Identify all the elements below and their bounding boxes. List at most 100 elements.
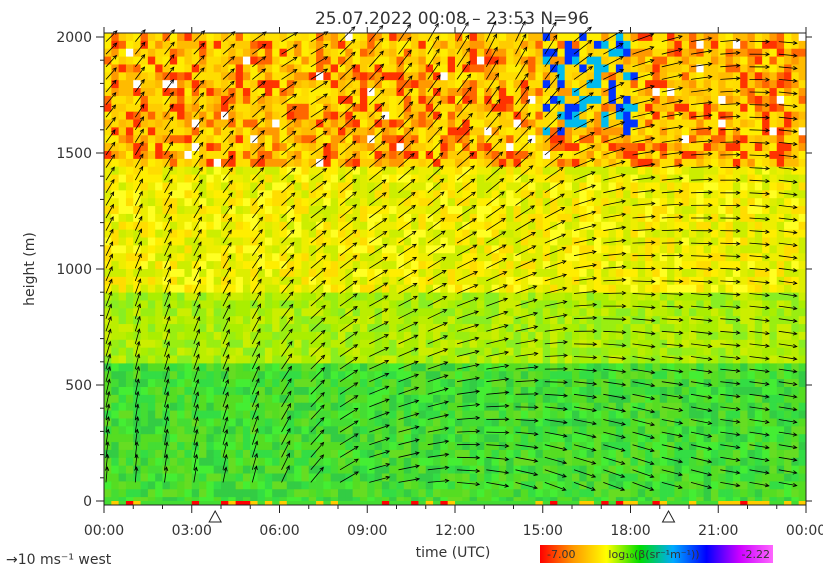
heatmap-cell bbox=[125, 127, 134, 136]
heatmap-cell bbox=[250, 40, 258, 50]
heatmap-cell bbox=[118, 261, 127, 270]
heatmap-cell bbox=[762, 166, 770, 175]
heatmap-cell bbox=[469, 324, 478, 333]
heatmap-cell bbox=[118, 363, 127, 372]
heatmap-cell bbox=[221, 245, 229, 254]
heatmap-cell bbox=[564, 64, 573, 73]
heatmap-cell bbox=[308, 127, 317, 136]
heatmap-cell bbox=[659, 253, 668, 262]
heatmap-cell bbox=[184, 402, 193, 411]
heatmap-cell bbox=[791, 308, 800, 317]
heatmap-cell bbox=[747, 229, 756, 238]
heatmap-cell bbox=[455, 347, 463, 356]
heatmap-cell bbox=[118, 300, 127, 309]
heatmap-cell bbox=[125, 339, 134, 349]
heatmap-cell bbox=[199, 276, 207, 286]
heatmap-cell bbox=[776, 237, 785, 246]
heatmap-cell bbox=[615, 33, 624, 42]
heatmap-cell bbox=[286, 198, 295, 207]
heatmap-cell bbox=[111, 33, 120, 42]
heatmap-cell bbox=[535, 410, 544, 419]
heatmap-cell bbox=[411, 103, 419, 113]
heatmap-cell bbox=[286, 347, 295, 356]
heatmap-cell bbox=[791, 363, 800, 372]
heatmap-cell bbox=[447, 213, 456, 223]
heatmap-cell bbox=[659, 182, 668, 191]
heatmap-cell bbox=[155, 245, 163, 254]
heatmap-cell bbox=[323, 127, 332, 136]
heatmap-cell bbox=[491, 206, 500, 215]
heatmap-cell bbox=[301, 213, 310, 223]
heatmap-cell bbox=[279, 88, 288, 97]
heatmap-cell bbox=[579, 284, 588, 293]
heatmap-cell bbox=[674, 371, 683, 380]
heatmap-cell bbox=[140, 426, 149, 435]
heatmap-cell bbox=[301, 300, 310, 309]
heatmap-cell bbox=[637, 119, 646, 128]
heatmap-cell bbox=[667, 229, 675, 238]
heatmap-cell bbox=[645, 371, 653, 380]
heatmap-cell bbox=[221, 276, 229, 286]
heatmap-cell bbox=[747, 363, 756, 372]
heatmap-cell bbox=[798, 143, 807, 152]
heatmap-cell bbox=[762, 300, 770, 309]
heatmap-cell bbox=[491, 379, 500, 388]
heatmap-cell bbox=[308, 339, 317, 349]
heatmap-cell bbox=[367, 221, 375, 231]
heatmap-cell bbox=[169, 363, 178, 372]
heatmap-cell bbox=[374, 276, 383, 286]
heatmap-cell bbox=[506, 261, 514, 270]
heatmap-cell bbox=[740, 64, 748, 73]
heatmap-cell bbox=[359, 245, 368, 254]
heatmap-cell bbox=[674, 72, 683, 81]
heatmap-cell bbox=[542, 40, 551, 50]
heatmap-cell bbox=[674, 237, 683, 246]
heatmap-cell bbox=[242, 182, 251, 191]
heatmap-cell bbox=[250, 276, 258, 286]
heatmap-cell bbox=[615, 229, 624, 238]
heatmap-cell bbox=[784, 261, 792, 270]
heatmap-cell bbox=[425, 300, 434, 309]
heatmap-cell bbox=[125, 158, 134, 168]
heatmap-cell bbox=[630, 292, 639, 301]
heatmap-cell bbox=[469, 190, 478, 199]
heatmap-cell bbox=[484, 261, 492, 270]
heatmap-cell bbox=[652, 316, 661, 325]
heatmap-cell bbox=[732, 143, 741, 152]
heatmap-cell bbox=[513, 80, 522, 89]
heatmap-cell bbox=[199, 261, 207, 270]
heatmap-cell bbox=[469, 40, 478, 50]
heatmap-cell bbox=[257, 379, 266, 388]
heatmap-cell bbox=[169, 434, 178, 443]
heatmap-cell bbox=[111, 426, 120, 435]
heatmap-cell bbox=[330, 48, 339, 57]
heatmap-cell bbox=[557, 324, 566, 333]
heatmap-cell bbox=[645, 426, 653, 435]
heatmap-cell bbox=[637, 158, 646, 168]
heatmap-cell bbox=[674, 394, 683, 404]
heatmap-cell bbox=[133, 64, 141, 73]
heatmap-cell bbox=[403, 198, 412, 207]
heatmap-cell bbox=[572, 316, 580, 325]
heatmap-cell bbox=[257, 308, 266, 317]
heatmap-cell bbox=[338, 394, 346, 404]
heatmap-cell bbox=[484, 245, 492, 254]
heatmap-cell bbox=[608, 426, 617, 435]
heatmap-cell bbox=[177, 410, 185, 419]
heatmap-cell bbox=[155, 418, 163, 427]
heatmap-cell bbox=[681, 64, 690, 73]
heatmap-cell bbox=[359, 339, 368, 349]
heatmap-cell bbox=[389, 434, 397, 443]
heatmap-cell bbox=[301, 206, 310, 215]
heatmap-cell bbox=[740, 245, 748, 254]
heatmap-cell bbox=[418, 434, 427, 443]
heatmap-cell bbox=[528, 80, 536, 89]
heatmap-cell bbox=[359, 206, 368, 215]
heatmap-cell bbox=[125, 276, 134, 286]
heatmap-cell bbox=[133, 379, 141, 388]
heatmap-cell bbox=[323, 166, 332, 175]
heatmap-cell bbox=[491, 426, 500, 435]
heatmap-cell bbox=[367, 213, 375, 223]
heatmap-cell bbox=[389, 292, 397, 301]
heatmap-cell bbox=[462, 339, 471, 349]
